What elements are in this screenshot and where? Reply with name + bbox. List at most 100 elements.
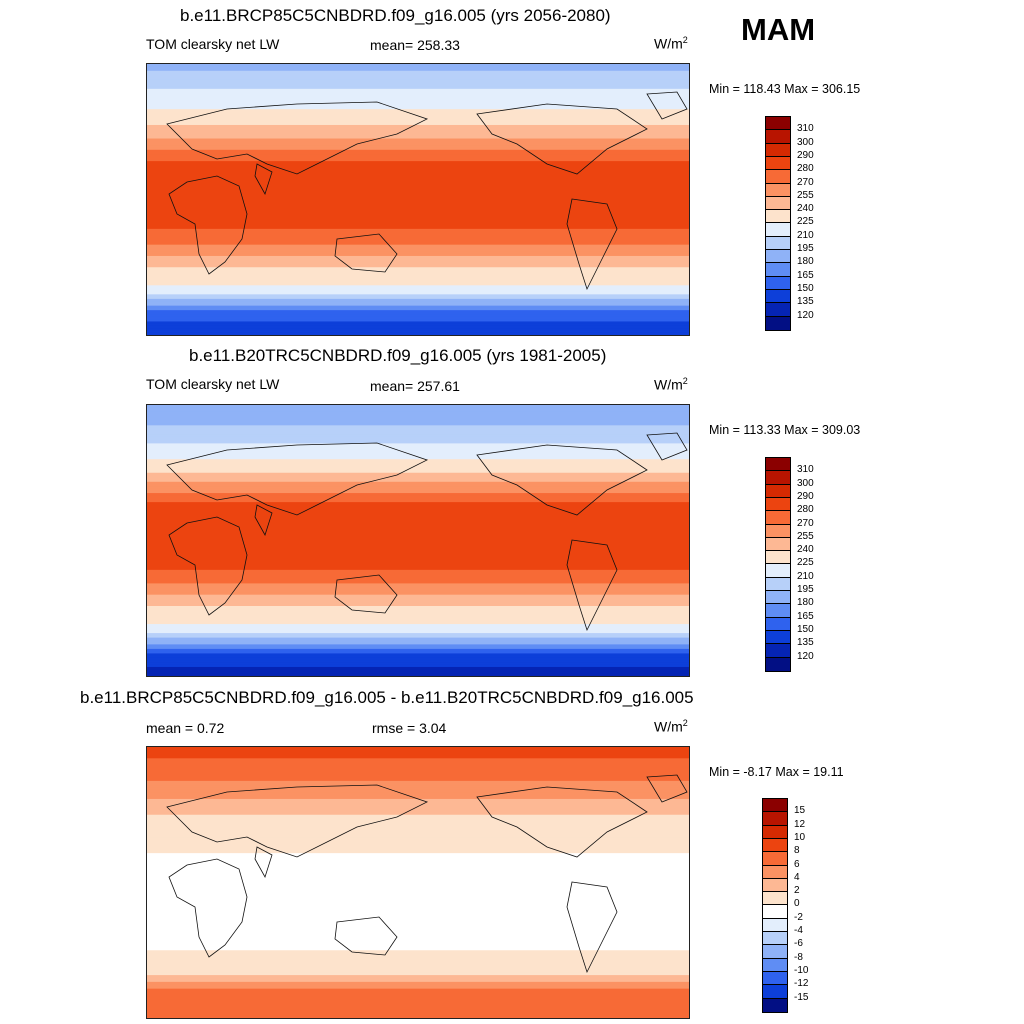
zonal-band xyxy=(147,249,689,253)
zonal-band xyxy=(147,477,689,481)
zonal-band xyxy=(147,601,689,605)
zonal-band xyxy=(147,826,689,829)
zonal-band xyxy=(147,323,689,327)
zonal-band xyxy=(147,666,689,670)
panel-1-map xyxy=(146,63,690,336)
zonal-band xyxy=(147,161,689,164)
zonal-band xyxy=(147,576,689,580)
zonal-band xyxy=(147,420,689,424)
zonal-band xyxy=(147,832,689,836)
zonal-band xyxy=(147,771,689,775)
zonal-band xyxy=(147,767,689,771)
colorbar-tick-label: 165 xyxy=(797,610,814,622)
colorbar-tick-label: 290 xyxy=(797,149,814,161)
zonal-band xyxy=(147,977,689,981)
colorbar-tick-label: -2 xyxy=(794,911,803,923)
zonal-band xyxy=(147,445,689,449)
zonal-band xyxy=(147,749,689,753)
zonal-band xyxy=(147,669,689,673)
zonal-band xyxy=(147,617,689,621)
zonal-band xyxy=(147,185,689,189)
zonal-band xyxy=(147,900,689,904)
zonal-band xyxy=(147,585,689,589)
colorbar-tick-label: 15 xyxy=(794,805,806,817)
zonal-band xyxy=(147,127,689,131)
zonal-band xyxy=(147,183,689,187)
panel-2-title: b.e11.B20TRC5CNBDRD.f09_g16.005 (yrs 198… xyxy=(189,346,607,365)
zonal-band xyxy=(147,222,689,225)
zonal-band xyxy=(147,156,689,160)
zonal-band xyxy=(147,801,689,805)
zonal-band xyxy=(147,751,689,755)
zonal-band xyxy=(147,285,689,289)
zonal-band xyxy=(147,929,689,933)
zonal-band xyxy=(147,812,689,816)
zonal-band xyxy=(147,278,689,282)
zonal-band xyxy=(147,608,689,612)
zonal-band xyxy=(147,938,689,942)
zonal-band xyxy=(147,943,689,947)
zonal-band xyxy=(147,635,689,639)
panel-1-title: b.e11.BRCP85C5CNBDRD.f09_g16.005 (yrs 20… xyxy=(180,6,611,25)
zonal-band xyxy=(147,590,689,594)
zonal-band xyxy=(147,850,689,854)
zonal-band xyxy=(147,531,689,535)
zonal-band xyxy=(147,1004,689,1008)
zonal-band xyxy=(147,91,689,94)
colorbar-tick-label: 310 xyxy=(797,464,814,476)
zonal-band xyxy=(147,106,689,110)
panel-1-units: W/m2 xyxy=(654,35,688,52)
panel-3-colorbar: 15 12 10 8 6 4 2 0 -2 -4 -6 -8 -10 -12 -15 xyxy=(762,798,842,1013)
zonal-band xyxy=(147,143,689,146)
zonal-band xyxy=(147,450,689,454)
zonal-band xyxy=(147,109,689,113)
zonal-band xyxy=(147,102,689,106)
zonal-band xyxy=(147,120,689,124)
coastline xyxy=(254,846,273,879)
zonal-band xyxy=(147,82,689,85)
zonal-band xyxy=(147,255,689,259)
zonal-band xyxy=(147,857,689,861)
zonal-band xyxy=(147,407,689,411)
coastline xyxy=(566,539,618,632)
zonal-band xyxy=(147,830,689,834)
zonal-band xyxy=(147,619,689,623)
zonal-band xyxy=(147,927,689,931)
zonal-band xyxy=(147,765,689,768)
zonal-band xyxy=(147,316,689,320)
colorbar-tick-label: 310 xyxy=(797,123,814,135)
zonal-band xyxy=(147,486,689,490)
zonal-band xyxy=(147,605,689,609)
zonal-band xyxy=(147,499,689,503)
zonal-band xyxy=(147,941,689,945)
zonal-band xyxy=(147,945,689,949)
zonal-band xyxy=(147,481,689,485)
colorbar-tick-label: 210 xyxy=(797,229,814,241)
coastline xyxy=(168,858,248,958)
zonal-band xyxy=(147,423,689,426)
zonal-band xyxy=(147,226,689,230)
zonal-band xyxy=(147,434,689,438)
zonal-band xyxy=(147,884,689,888)
zonal-band xyxy=(147,963,689,967)
panel-1-map-svg xyxy=(147,64,689,335)
zonal-band xyxy=(147,986,689,990)
colorbar-box xyxy=(765,656,791,672)
zonal-band xyxy=(147,104,689,108)
zonal-band xyxy=(147,100,689,103)
zonal-band xyxy=(147,111,689,115)
zonal-band xyxy=(147,984,689,987)
zonal-band xyxy=(147,170,689,173)
zonal-band xyxy=(147,506,689,510)
zonal-band xyxy=(147,124,689,128)
zonal-band xyxy=(147,997,689,1001)
colorbar-tick-label: 10 xyxy=(794,831,806,843)
zonal-band xyxy=(147,86,689,90)
zonal-band xyxy=(147,154,689,158)
zonal-band xyxy=(147,805,689,809)
zonal-band xyxy=(147,425,689,429)
colorbar-tick-label: 8 xyxy=(794,845,800,857)
zonal-band xyxy=(147,911,689,915)
colorbar-tick-label: 280 xyxy=(797,504,814,516)
zonal-band xyxy=(147,470,689,474)
